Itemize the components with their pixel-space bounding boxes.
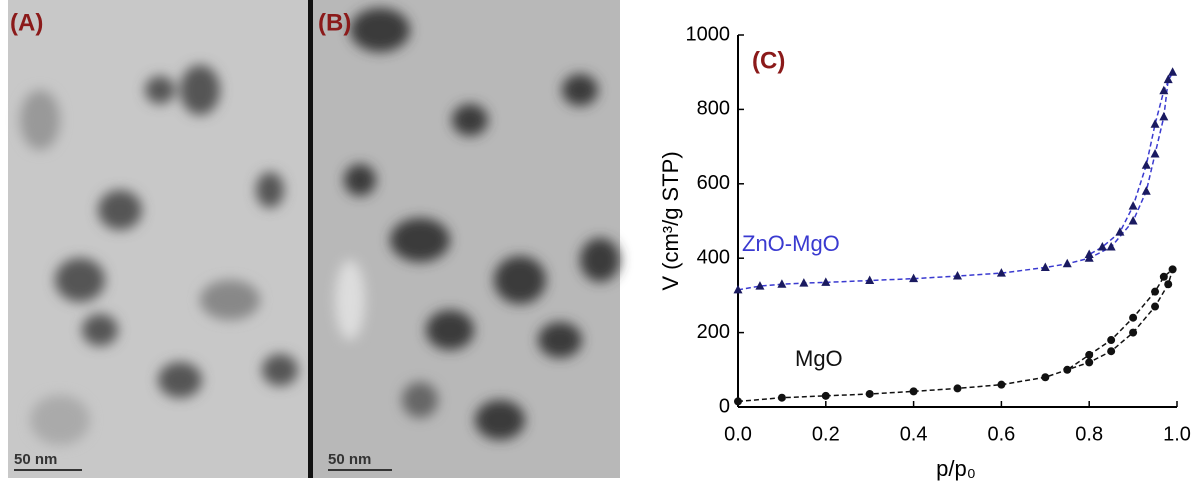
series-label: ZnO-MgO: [742, 231, 840, 256]
data-point: [1107, 336, 1115, 344]
tem-image-a: [8, 0, 308, 478]
series-line: [738, 72, 1173, 290]
data-point: [866, 390, 874, 398]
data-point: [1041, 263, 1050, 272]
data-point: [778, 394, 786, 402]
y-tick-label: 600: [697, 172, 730, 194]
data-point: [777, 279, 786, 288]
figure: (A) (B) 50 nm 50 nm (C) p/p₀ V (cm³/g ST…: [0, 0, 1197, 488]
y-tick-label: 0: [719, 395, 730, 417]
data-point: [799, 278, 808, 287]
data-point: [1142, 160, 1151, 169]
x-tick-label: 1.0: [1163, 423, 1191, 445]
data-point: [1107, 242, 1116, 251]
x-axis-title: p/p₀: [936, 456, 976, 481]
data-point: [1098, 242, 1107, 251]
y-axis-title: V (cm³/g STP): [658, 151, 683, 290]
data-point: [1085, 249, 1094, 258]
y-tick-label: 800: [697, 98, 730, 120]
data-point: [1063, 259, 1072, 268]
data-point: [953, 271, 962, 280]
data-point: [1041, 373, 1049, 381]
x-tick-label: 0.0: [724, 423, 752, 445]
data-point: [1129, 314, 1137, 322]
panel-label: (B): [318, 9, 351, 36]
data-point: [1151, 303, 1159, 311]
y-tick-label: 400: [697, 246, 730, 268]
data-point: [997, 381, 1005, 389]
data-point: [1085, 358, 1093, 366]
x-tick-label: 0.2: [812, 423, 840, 445]
y-tick-label: 1000: [686, 23, 731, 45]
data-point: [1142, 186, 1151, 195]
panel-label: (C): [752, 47, 785, 74]
data-point: [1159, 112, 1168, 121]
tem-image-b: [308, 0, 620, 478]
data-point: [822, 392, 830, 400]
y-tick-label: 200: [697, 321, 730, 343]
data-point: [734, 397, 742, 405]
data-point: [1151, 119, 1160, 128]
scale-bar-label: 50 nm: [328, 451, 371, 468]
x-tick-label: 0.6: [987, 423, 1015, 445]
x-tick-label: 0.4: [900, 423, 928, 445]
data-point: [1115, 227, 1124, 236]
data-point: [954, 384, 962, 392]
x-tick-label: 0.8: [1075, 423, 1103, 445]
data-point: [1129, 329, 1137, 337]
data-point: [1063, 366, 1071, 374]
data-point: [1169, 265, 1177, 273]
data-point: [1164, 280, 1172, 288]
data-point: [1085, 351, 1093, 359]
data-point: [865, 276, 874, 285]
scale-bar-label: 50 nm: [14, 451, 57, 468]
data-point: [1107, 347, 1115, 355]
data-point: [910, 387, 918, 395]
series-label: MgO: [795, 346, 843, 371]
data-point: [1151, 288, 1159, 296]
data-point: [1151, 149, 1160, 158]
data-point: [1168, 67, 1177, 76]
series-line: [738, 269, 1173, 401]
data-point: [1129, 201, 1138, 210]
data-point: [1129, 216, 1138, 225]
page: {"panels": [{"label": "(A)", "scale_bar"…: [0, 0, 1197, 488]
data-point: [1160, 273, 1168, 281]
panel-label: (A): [10, 9, 43, 36]
